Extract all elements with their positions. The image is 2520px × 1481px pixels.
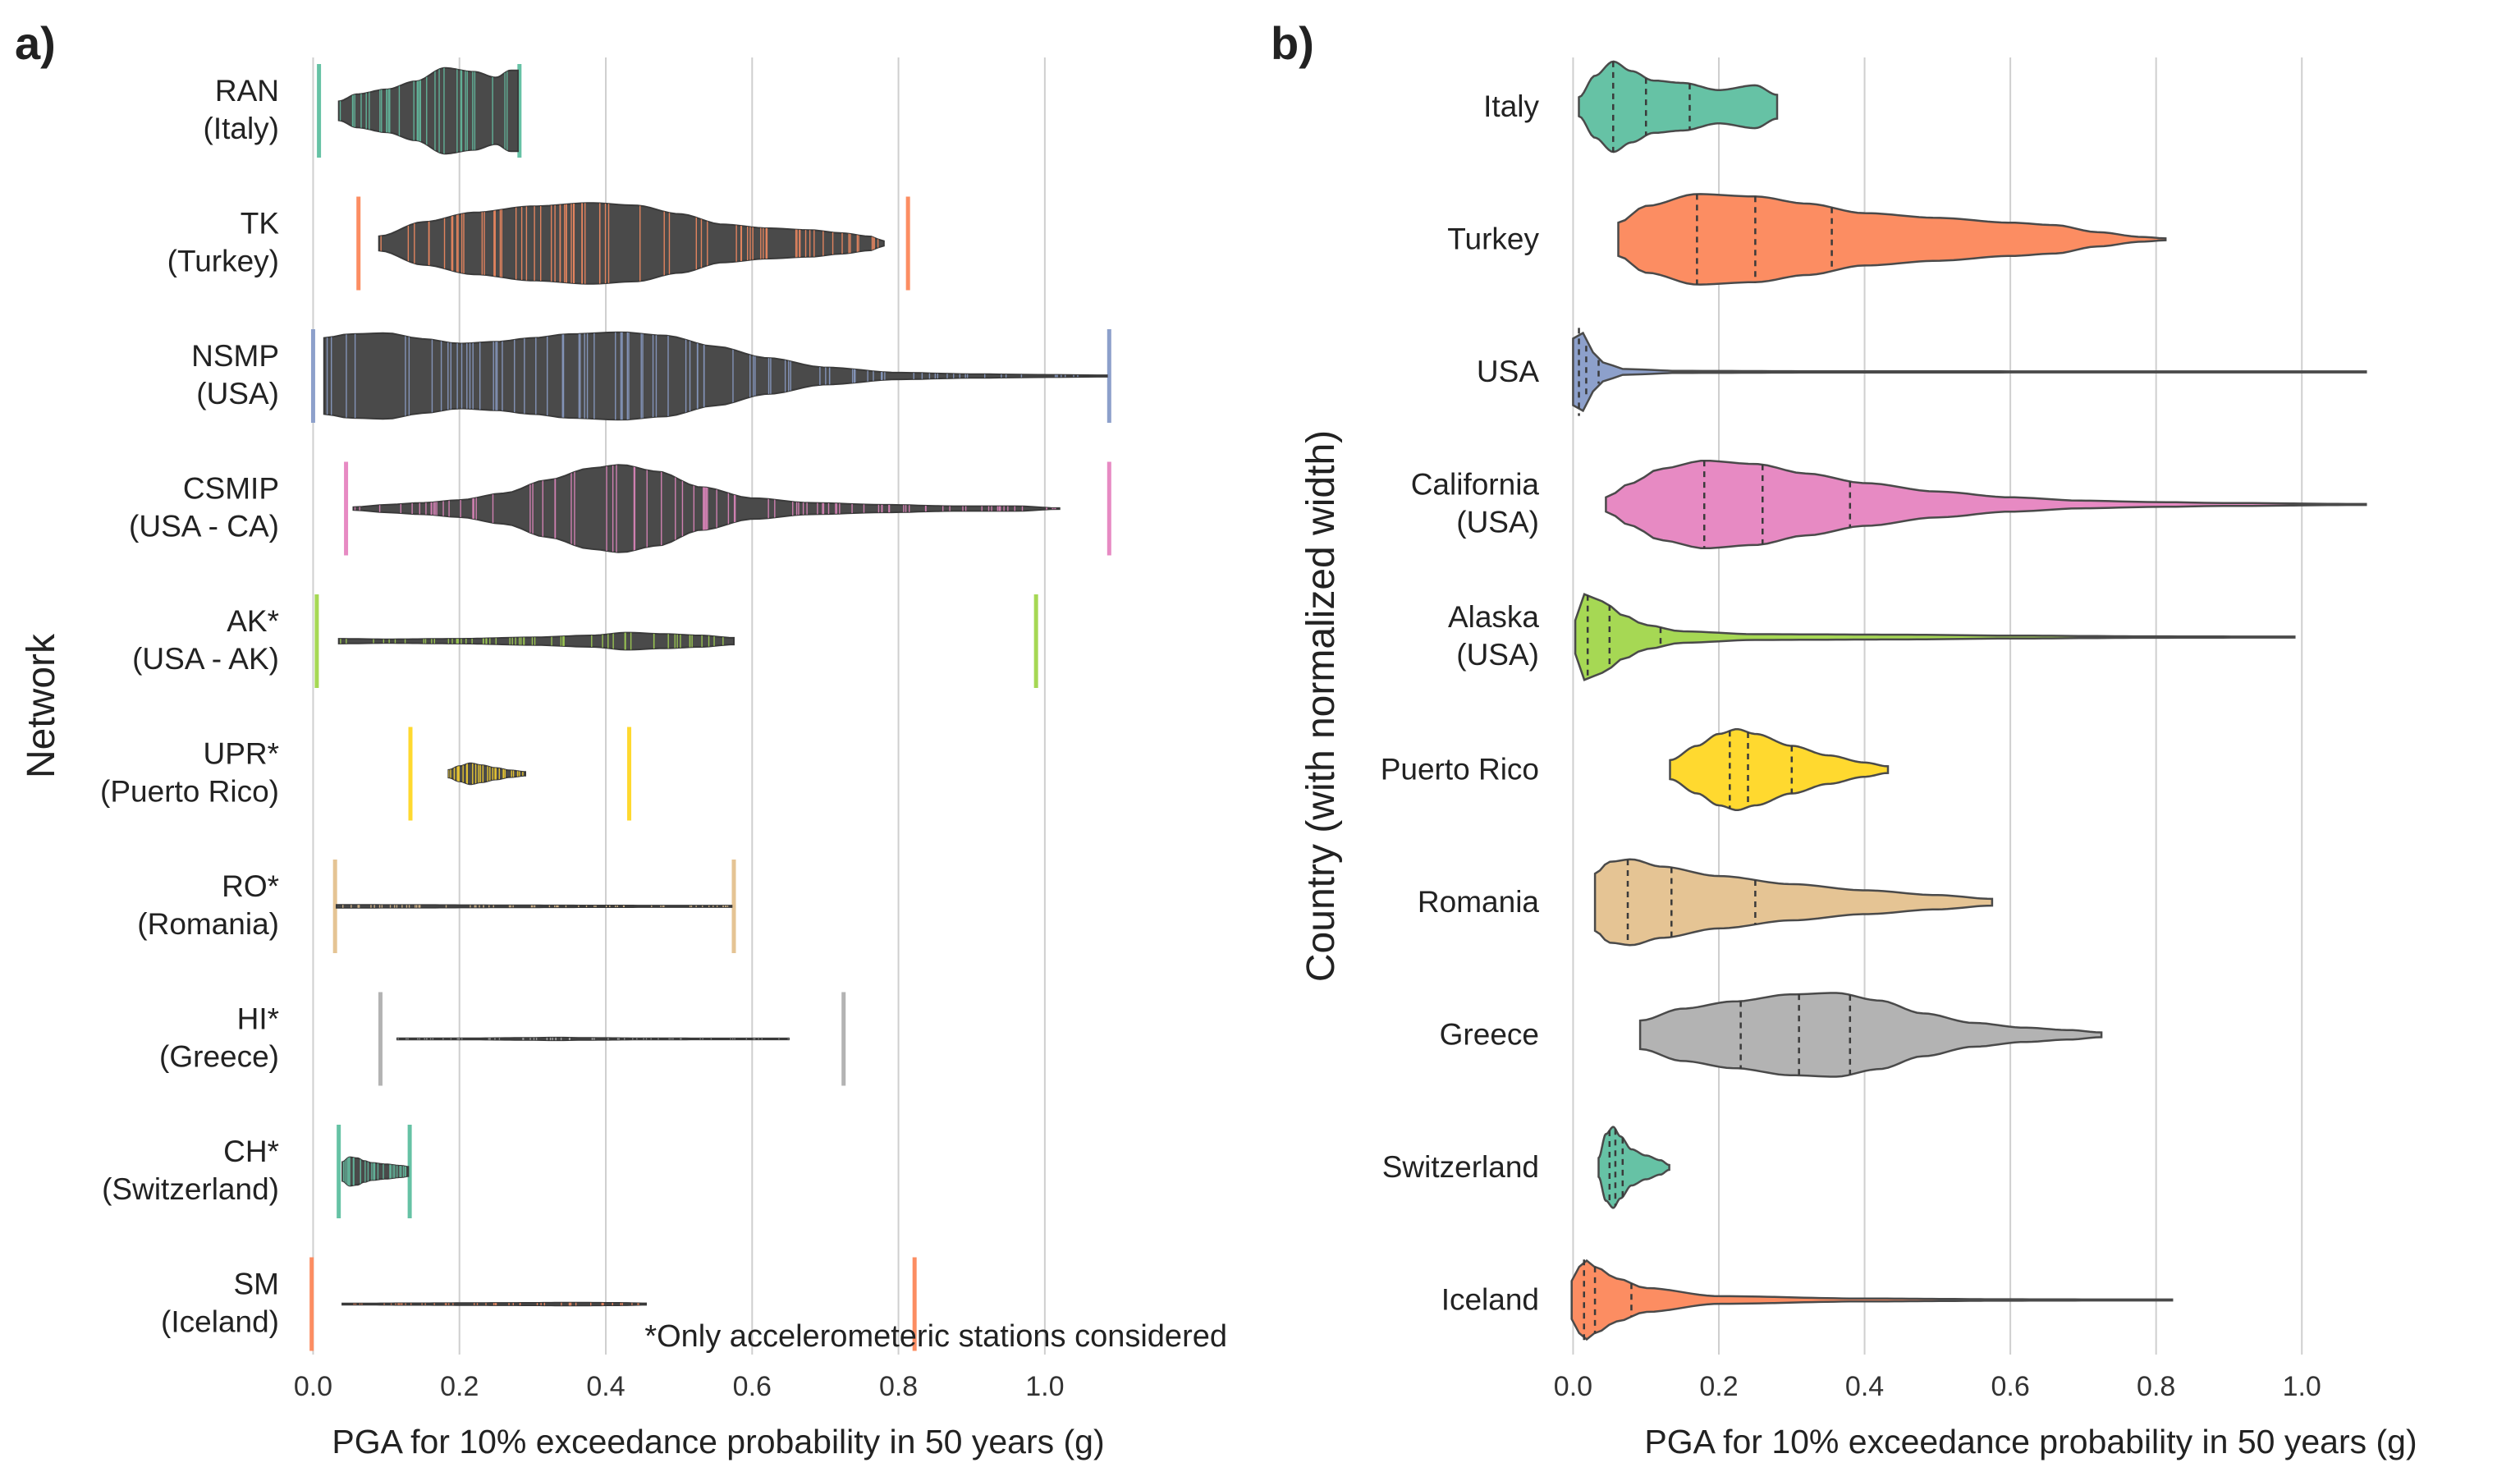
country-label-usa: USA [1477, 355, 1539, 388]
violin-ch [337, 1125, 412, 1218]
network-label-ran: RAN [215, 74, 279, 108]
network-country-label-nsmp: (USA) [196, 377, 279, 410]
violin-ran [317, 64, 522, 158]
x-tick-label-0-0: 0.0 [294, 1371, 332, 1402]
violin-body-turkey [1617, 193, 2167, 286]
x-tick-label-0-8: 0.8 [2137, 1371, 2175, 1402]
panel-b-category-labels: Italy Turkey USA California (USA) Alaska (USA)… [1381, 89, 1540, 1317]
violin-greece [1638, 992, 2103, 1078]
x-tick-label-1-0: 1.0 [1025, 1371, 1064, 1402]
violin-body-ch [341, 1156, 410, 1187]
violin-usa [1572, 328, 2367, 416]
station-sticks-ak [340, 632, 724, 650]
network-country-label-tk: (Turkey) [167, 245, 279, 278]
violin-body-usa [1572, 331, 2367, 413]
country-label-italy: Italy [1483, 89, 1539, 123]
network-country-label-csmip: (USA - CA) [129, 510, 279, 543]
violin-body-romania [1593, 858, 1994, 947]
violin-body-iceland [1570, 1259, 2174, 1341]
panel-a-category-labels: RAN (Italy) TK (Turkey) NSMP (USA) CSMIP (USA -… [100, 74, 279, 1339]
country-label-greece: Greece [1440, 1018, 1539, 1052]
violin-ro [332, 860, 736, 953]
network-label-tk: TK [241, 207, 280, 241]
network-label-csmip: CSMIP [183, 472, 279, 506]
violin-body-ran [337, 66, 519, 155]
violin-ak [314, 594, 1038, 688]
network-country-label-sm: (Iceland) [161, 1305, 279, 1339]
violin-alaska [1574, 593, 2296, 681]
violin-tk [356, 196, 910, 291]
network-country-label-ran: (Italy) [204, 112, 280, 145]
network-label-nsmp: NSMP [191, 339, 279, 373]
violin-california [1605, 460, 2367, 549]
network-country-label-ch: (Switzerland) [102, 1172, 279, 1206]
x-tick-label-0-6: 0.6 [733, 1371, 772, 1402]
violin-romania [1593, 858, 1994, 947]
violin-switzerland [1597, 1126, 1670, 1209]
country-sub-label-california: (USA) [1456, 506, 1539, 539]
country-label-alaska: Alaska [1448, 600, 1539, 634]
panel-a: a) RAN (Italy) TK (Turkey) NSMP (USA) CSMIP (US… [15, 17, 1227, 1460]
violin-nsmp [310, 329, 1111, 423]
network-label-ak: AK* [227, 604, 279, 638]
violin-body-california [1605, 460, 2367, 549]
violin-body-italy [1578, 60, 1779, 154]
network-label-upr: UPR* [203, 737, 279, 771]
country-label-puerto-rico: Puerto Rico [1381, 753, 1539, 786]
network-country-label-ak: (USA - AK) [132, 642, 279, 676]
violin-csmip [344, 461, 1111, 556]
network-country-label-ro: (Romania) [137, 907, 279, 941]
network-label-sm: SM [234, 1268, 280, 1301]
panel-b: b) Italy Turkey USA California (USA) Alaska (U… [1271, 17, 2417, 1460]
x-tick-label-0-4: 0.4 [1845, 1371, 1884, 1402]
network-country-label-upr: (Puerto Rico) [100, 775, 279, 809]
country-label-romania: Romania [1418, 885, 1539, 919]
panel-b-x-axis-label: PGA for 10% exceedance probability in 50… [1644, 1423, 2417, 1460]
panel-b-x-ticks: 0.0 0.2 0.4 0.6 0.8 1.0 [1554, 1371, 2321, 1402]
panel-b-y-axis-label: Country (with normalized width) [1299, 430, 1343, 982]
violin-iceland [1570, 1259, 2174, 1341]
network-label-hi: HI* [237, 1002, 279, 1036]
network-country-label-hi: (Greece) [159, 1040, 279, 1074]
violin-puerto-rico [1669, 728, 1890, 811]
violin-upr [408, 727, 632, 821]
panel-a-y-axis-label: Network [20, 633, 63, 778]
panel-b-gridlines [1572, 57, 2303, 1355]
country-label-turkey: Turkey [1447, 222, 1539, 256]
station-sticks-ro [342, 905, 729, 908]
violin-turkey [1617, 193, 2167, 286]
violin-hi [378, 992, 846, 1086]
network-label-ro: RO* [222, 869, 279, 903]
panel-a-footnote: *Only accelerometeric stations considere… [644, 1319, 1227, 1354]
panel-a-x-axis-label: PGA for 10% exceedance probability in 50… [332, 1423, 1104, 1460]
country-label-iceland: Iceland [1441, 1283, 1539, 1317]
x-tick-label-0-2: 0.2 [440, 1371, 479, 1402]
station-sticks-upr [448, 763, 524, 785]
violin-italy [1578, 60, 1779, 154]
violin-body-alaska [1574, 593, 2296, 681]
panel-a-violins [309, 64, 1111, 1351]
x-tick-label-1-0: 1.0 [2283, 1371, 2321, 1402]
violin-body-tk [378, 202, 885, 285]
violin-body-puerto-rico [1669, 728, 1890, 811]
station-sticks-ch [342, 1157, 406, 1186]
x-tick-label-0-2: 0.2 [1699, 1371, 1738, 1402]
x-tick-label-0-4: 0.4 [586, 1371, 625, 1402]
x-tick-label-0-8: 0.8 [879, 1371, 918, 1402]
station-sticks-hi [397, 1037, 789, 1041]
country-label-switzerland: Switzerland [1382, 1150, 1539, 1184]
country-label-california: California [1411, 468, 1540, 502]
x-tick-label-0-6: 0.6 [1991, 1371, 2029, 1402]
network-label-ch: CH* [223, 1135, 279, 1168]
violin-body-greece [1638, 992, 2103, 1078]
panel-a-label: a) [15, 17, 56, 69]
panel-b-label: b) [1271, 17, 1314, 69]
country-sub-label-alaska: (USA) [1456, 638, 1539, 672]
panel-b-violins [1570, 60, 2367, 1341]
panel-a-x-ticks: 0.0 0.2 0.4 0.6 0.8 1.0 [294, 1371, 1065, 1402]
x-tick-label-0-0: 0.0 [1554, 1371, 1592, 1402]
station-sticks-sm [353, 1302, 639, 1306]
violin-sm [309, 1257, 917, 1351]
